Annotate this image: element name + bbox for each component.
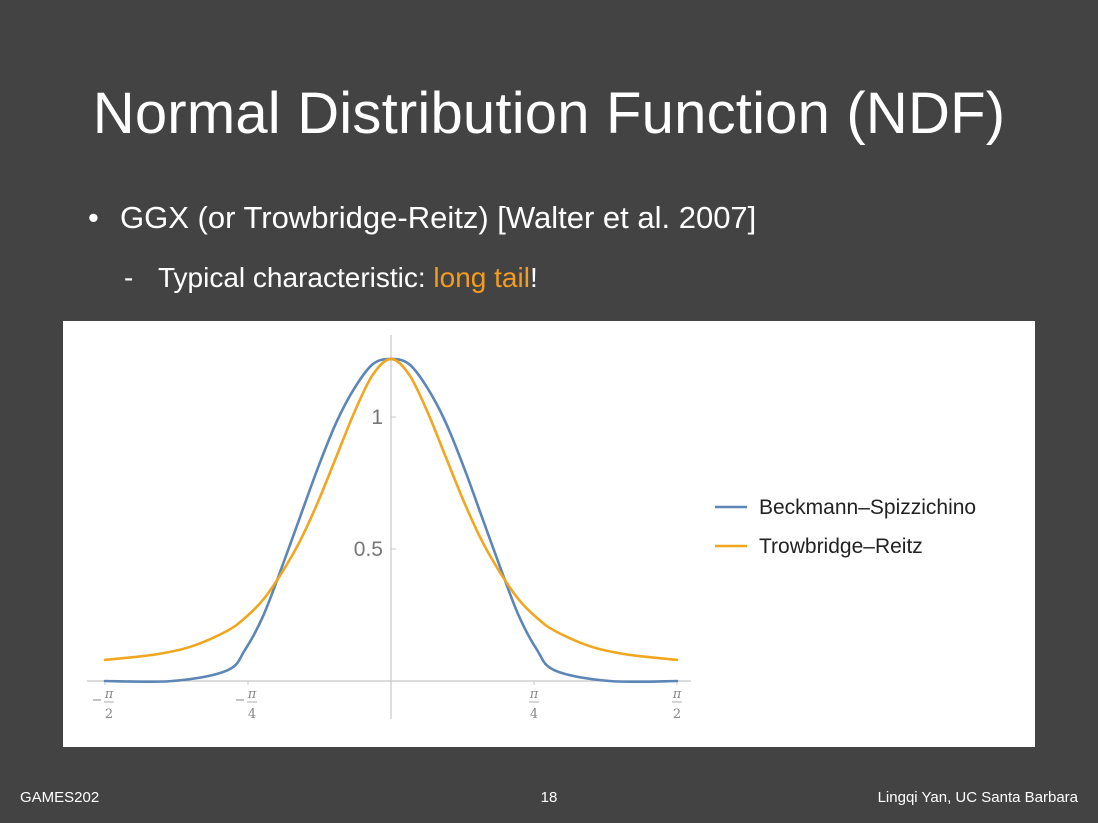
series-line-1 [103,357,679,662]
x-tick-numerator: π [529,687,539,702]
x-tick-denominator: 2 [673,707,681,722]
legend-label: Trowbridge–Reitz [759,535,923,558]
y-tick-1: 1 [371,406,396,429]
x-tick-numerator: π [104,687,114,702]
legend-item-1: Trowbridge–Reitz [715,535,923,558]
bullet-dot: • [88,200,99,235]
sub-bullet-highlight: long tail [433,262,530,293]
footer-author: Lingqi Yan, UC Santa Barbara [877,789,1078,806]
x-tick-numerator: π [247,687,257,702]
x-tick-0: − π 2 [92,681,114,722]
legend-item-0: Beckmann–Spizzichino [715,496,976,519]
y-tick-label: 1 [371,406,383,429]
footer-course: GAMES202 [20,789,100,806]
footer-page-number: 18 [540,789,558,806]
sub-bullet-dash: - [124,262,134,293]
legend: Beckmann–Spizzichino Trowbridge–Reitz [715,496,976,558]
y-tick-label: 0.5 [354,538,383,561]
y-tick-0: 0.5 [354,538,396,561]
bullet-item: • GGX (or Trowbridge-Reitz) [Walter et al… [88,200,756,236]
chart-panel: − π 2− π 4 π 4 π 2 0.5 1 Beckmann–Spizzichino Trowb… [63,321,1035,747]
x-tick-1: − π 4 [235,681,257,722]
slide-title: Normal Distribution Function (NDF) [92,81,1006,146]
x-tick-numerator: π [672,687,682,702]
x-tick-denominator: 4 [248,707,256,722]
x-tick-denominator: 4 [530,707,538,722]
x-tick-sign: − [235,693,246,708]
x-tick-3: π2 [672,681,682,722]
sub-bullet-suffix: ! [529,262,538,293]
x-tick-sign: − [92,693,103,708]
sub-bullet-item: - Typical characteristic: long tail! [124,262,538,294]
x-tick-2: π4 [529,681,539,722]
x-tick-denominator: 2 [105,707,113,722]
sub-bullet-prefix: Typical characteristic: [158,262,434,293]
series-group [103,357,679,684]
legend-label: Beckmann–Spizzichino [759,496,976,519]
bullet-text: GGX (or Trowbridge-Reitz) [Walter et al.… [120,200,757,235]
